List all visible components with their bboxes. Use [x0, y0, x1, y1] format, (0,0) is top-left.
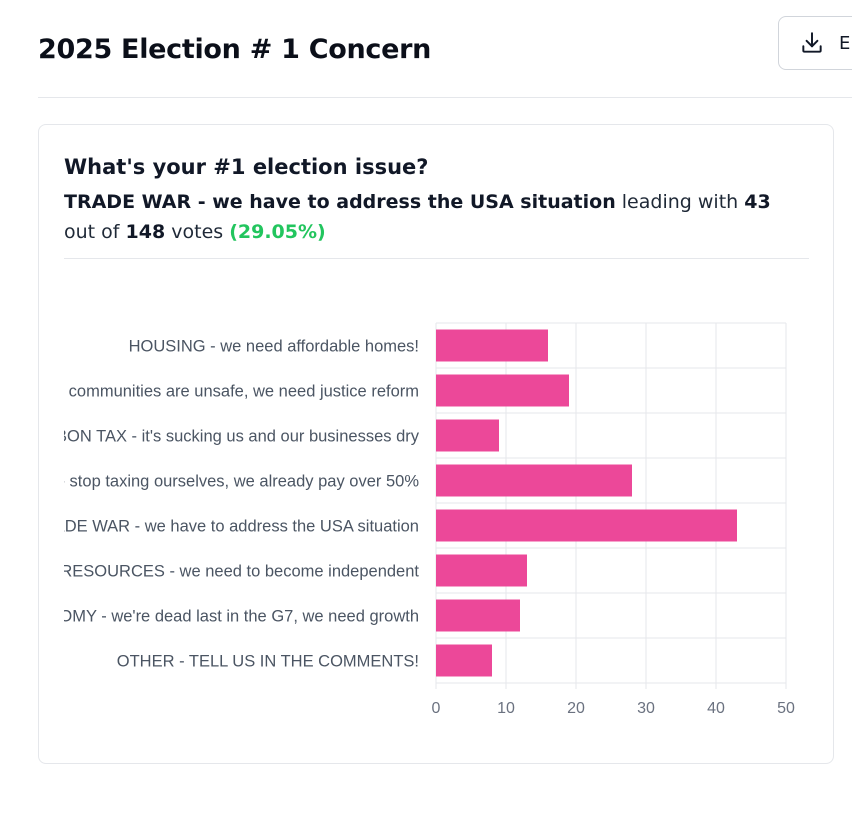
total-votes: 148	[125, 221, 166, 243]
votes-text: votes	[171, 221, 224, 243]
category-label: ECONOMY - we're dead last in the G7, we …	[64, 608, 419, 626]
poll-question: What's your #1 election issue?	[64, 155, 429, 179]
bar[interactable]	[436, 509, 737, 542]
leading-with-text: leading with	[621, 191, 739, 213]
category-label: CARBON TAX - it's sucking us and our bus…	[64, 428, 420, 446]
export-button[interactable]: E	[778, 16, 852, 70]
card-divider	[64, 258, 809, 259]
x-tick-label: 10	[497, 700, 515, 717]
out-of-text: out of	[64, 221, 120, 243]
bar[interactable]	[436, 644, 492, 677]
bar[interactable]	[436, 464, 632, 497]
x-tick-label: 20	[567, 700, 585, 717]
x-tick-label: 0	[432, 700, 441, 717]
poll-summary: TRADE WAR - we have to address the USA s…	[64, 187, 794, 247]
header-divider	[38, 97, 852, 98]
page-title: 2025 Election # 1 Concern	[38, 34, 432, 65]
x-tick-label: 50	[777, 700, 795, 717]
poll-card: What's your #1 election issue? TRADE WAR…	[38, 124, 834, 764]
x-tick-label: 40	[707, 700, 725, 717]
leader-percent: (29.05%)	[229, 221, 326, 243]
leader-option: TRADE WAR - we have to address the USA s…	[64, 191, 616, 213]
leader-votes: 43	[744, 191, 771, 213]
bar[interactable]	[436, 329, 548, 362]
download-icon	[802, 32, 822, 53]
category-label: CRIME - our communities are unsafe, we n…	[64, 383, 419, 401]
bar[interactable]	[436, 599, 520, 632]
category-label: TAXES - stop taxing ourselves, we alread…	[64, 473, 419, 491]
bar[interactable]	[436, 419, 499, 452]
export-label: E	[839, 32, 851, 54]
category-label: HOUSING - we need affordable homes!	[129, 338, 419, 356]
poll-bar-chart: HOUSING - we need affordable homes! CRIME…	[64, 322, 795, 717]
bar[interactable]	[436, 374, 569, 407]
category-label: RESOURCES - we need to become independen…	[64, 563, 419, 581]
x-tick-label: 30	[637, 700, 655, 717]
category-label: OTHER - TELL US IN THE COMMENTS!	[117, 653, 419, 671]
bar[interactable]	[436, 554, 527, 587]
category-label: TRADE WAR - we have to address the USA s…	[64, 518, 419, 536]
